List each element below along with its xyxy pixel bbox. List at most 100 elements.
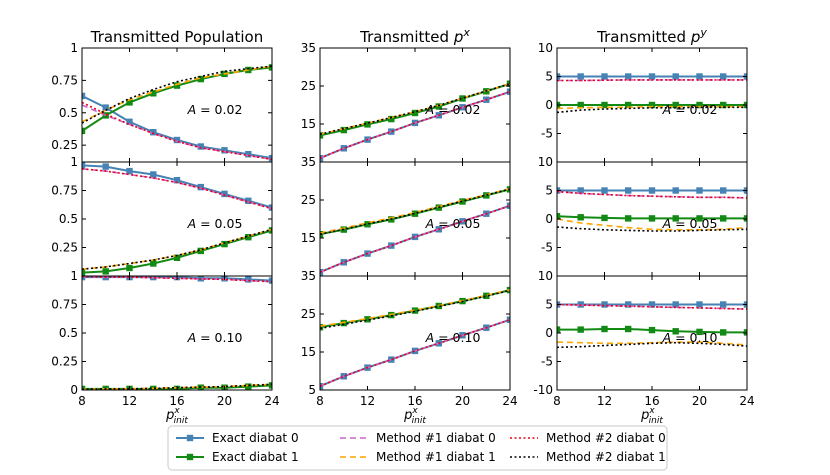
chart-panels: Transmitted Population 0.25 0.5 0.75 1 A = 0.…: [51, 26, 754, 426]
series-line-m2d1: [82, 65, 272, 124]
data-point-e1: [672, 215, 679, 222]
x-tick-label: 16: [407, 394, 422, 408]
data-point-e1: [268, 64, 272, 71]
data-point-e1: [625, 101, 632, 109]
y-tick-label: 0: [545, 98, 553, 112]
legend-label: Exact diabat 1: [212, 450, 299, 464]
y-tick-label: -5: [541, 241, 553, 255]
y-tick-label: 5: [545, 184, 553, 198]
panel-annotation: A = 0.02: [187, 102, 243, 117]
data-point-e0: [696, 73, 703, 80]
y-tick-label: 0.25: [51, 355, 78, 369]
legend-label: Exact diabat 0: [212, 431, 299, 445]
data-point-e1: [245, 234, 252, 241]
data-point-e0: [150, 171, 157, 178]
legend-marker: [186, 453, 194, 461]
data-point-e1: [696, 101, 703, 109]
data-point-e0: [102, 276, 109, 281]
data-point-e1: [364, 316, 371, 323]
data-point-e1: [364, 221, 371, 228]
data-point-e1: [221, 240, 228, 248]
series-group: [557, 73, 747, 114]
series-group: [557, 301, 747, 349]
data-point-e0: [625, 73, 632, 80]
series-line-m1d0: [320, 90, 510, 159]
y-tick-label: 25: [301, 193, 316, 207]
series-line-m1d1: [82, 65, 272, 123]
data-point-e0: [648, 73, 656, 80]
data-point-e1: [483, 292, 490, 299]
series-line-m1d1: [320, 82, 510, 136]
x-tick-label: 16: [644, 394, 659, 408]
chart-column-3: Transmitted py -5 0 5 10 A = 0.02 -5 0 5 10 A = 0.…: [533, 26, 754, 426]
series-group: [82, 64, 272, 162]
data-point-e0: [268, 277, 272, 284]
x-tick-label: 24: [739, 394, 754, 408]
data-point-e0: [245, 151, 252, 158]
data-point-e0: [173, 136, 181, 144]
data-point-e1: [743, 329, 747, 336]
chart-title: Transmitted px: [359, 26, 470, 46]
data-point-e1: [557, 326, 561, 333]
x-tick-label: 16: [169, 394, 184, 408]
legend-entry-m2d0: Method #2 diabat 0: [510, 431, 666, 445]
y-tick-label: 10: [538, 41, 553, 55]
panel-annotation: A = 0.02: [662, 102, 718, 117]
data-point-e0: [126, 118, 133, 125]
y-tick-label: 1: [70, 41, 78, 55]
y-tick-label: 15: [301, 345, 316, 359]
legend-label: Method #1 diabat 0: [376, 431, 496, 445]
data-point-e1: [625, 325, 632, 333]
data-point-e0: [268, 154, 272, 162]
series-line-m2d0: [557, 303, 747, 310]
data-point-e0: [601, 301, 608, 308]
data-point-e1: [625, 215, 632, 222]
subplot-3-2: -5 0 5 10 A = 0.05: [538, 155, 748, 277]
y-tick-label: 0.75: [51, 73, 78, 87]
data-point-e1: [720, 101, 727, 109]
data-point-e1: [672, 328, 679, 335]
data-point-e0: [388, 242, 395, 249]
subplot-frame: [319, 47, 511, 163]
data-point-e1: [557, 213, 561, 220]
chart-title: Transmitted py: [596, 26, 707, 46]
data-point-e1: [720, 329, 727, 336]
data-point-e0: [625, 187, 632, 194]
series-group: [82, 162, 272, 276]
series-line-m1d0: [320, 318, 510, 387]
x-axis-label: px init: [640, 406, 663, 426]
data-point-e1: [696, 215, 703, 222]
data-point-e1: [197, 247, 204, 255]
series-line-m1d1: [320, 288, 510, 327]
series-group: [557, 187, 747, 232]
y-tick-label: 0.5: [59, 106, 78, 120]
data-point-e0: [82, 92, 86, 100]
data-point-e1: [601, 325, 608, 333]
y-tick-label: 0.25: [51, 138, 78, 152]
panel-annotation: A = 0.10: [425, 330, 481, 345]
legend-label: Method #2 diabat 0: [546, 431, 666, 445]
data-point-e1: [648, 326, 656, 334]
series-line-m1d1: [557, 218, 747, 231]
data-point-e0: [126, 167, 133, 175]
subplot-2-1: 15 25 35 A = 0.02: [301, 41, 511, 163]
y-tick-label: 0.25: [51, 241, 78, 255]
data-point-e0: [696, 187, 703, 194]
y-tick-label: 1: [70, 155, 78, 169]
panel-annotation: A = 0.05: [187, 216, 243, 231]
series-line-m2d1: [320, 82, 510, 136]
y-tick-label: -5: [541, 127, 553, 141]
data-point-e0: [672, 187, 679, 194]
y-tick-label: 5: [545, 70, 553, 84]
data-point-e0: [625, 301, 632, 308]
legend-frame: [167, 425, 668, 471]
y-tick-label: 15: [301, 117, 316, 131]
data-point-e1: [340, 126, 347, 134]
legend-entry-e0: Exact diabat 0: [176, 431, 299, 445]
data-point-e1: [150, 260, 157, 267]
x-tick-label: 12: [360, 394, 375, 408]
y-tick-label: 0.5: [59, 326, 78, 340]
data-point-e1: [268, 382, 272, 389]
data-point-e1: [411, 210, 419, 217]
subplot-frame: [319, 161, 511, 277]
